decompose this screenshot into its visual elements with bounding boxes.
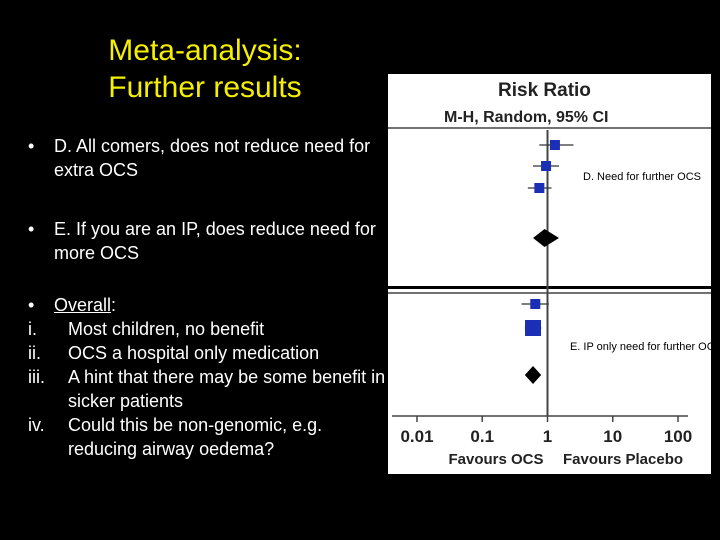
- study-marker: [534, 183, 545, 193]
- chart-subtitle: M-H, Random, 95% CI: [444, 109, 608, 126]
- bullet-dot: •: [28, 295, 35, 315]
- bullet-dot: •: [28, 219, 35, 239]
- point-text: OCS a hospital only medication: [68, 343, 320, 363]
- forest-plot: Risk Ratio M-H, Random, 95% CI D. Need f…: [388, 74, 720, 474]
- pooled-diamond: [524, 366, 542, 384]
- forest-plot-svg: Risk Ratio M-H, Random, 95% CI D. Need f…: [388, 74, 720, 474]
- study-marker: [549, 140, 560, 150]
- point-ii: ii. OCS a hospital only medication: [28, 341, 388, 365]
- point-text: Could this be non-genomic, e.g. reducing…: [68, 415, 323, 459]
- favours-right-label: Favours Placebo: [563, 451, 683, 468]
- point-iii: iii. A hint that there may be some benef…: [28, 365, 388, 413]
- point-text: Most children, no benefit: [68, 319, 265, 339]
- x-tick-label: 10: [603, 427, 622, 446]
- title-line-2: Further results: [108, 71, 302, 104]
- panel-e-label: E. IP only need for further OCS: [570, 341, 711, 353]
- x-tick-label: 0.01: [400, 427, 433, 446]
- study-marker: [530, 299, 541, 309]
- bullet-list: • D. All comers, does not reduce need fo…: [28, 134, 388, 461]
- study-marker: [525, 320, 542, 336]
- bullet-d-text: D. All comers, does not reduce need for …: [54, 136, 371, 180]
- point-number: ii.: [28, 343, 41, 363]
- x-tick-label: 100: [664, 427, 692, 446]
- panel-e-background: [388, 289, 711, 474]
- favours-left-label: Favours OCS: [448, 451, 543, 468]
- bullet-e: • E. If you are an IP, does reduce need …: [28, 217, 388, 265]
- overall-colon: :: [111, 295, 117, 315]
- bullet-d: • D. All comers, does not reduce need fo…: [28, 134, 388, 182]
- pooled-diamond: [533, 229, 559, 247]
- panel-d-label: D. Need for further OCS: [583, 171, 701, 183]
- point-text: A hint that there may be some benefit in…: [68, 367, 386, 411]
- overall-label: Overall: [54, 295, 112, 315]
- bullet-e-text: E. If you are an IP, does reduce need fo…: [54, 219, 376, 263]
- x-tick-label: 1: [543, 427, 552, 446]
- bullet-overall: • Overall:: [28, 293, 388, 317]
- slide-title: Meta-analysis: Further results: [40, 32, 370, 106]
- study-marker: [541, 161, 552, 171]
- x-tick-label: 0.1: [470, 427, 494, 446]
- chart-title: Risk Ratio: [498, 80, 591, 101]
- bullet-dot: •: [28, 136, 35, 156]
- point-i: i. Most children, no benefit: [28, 317, 388, 341]
- point-iv: iv. Could this be non-genomic, e.g. redu…: [28, 413, 388, 461]
- point-number: iv.: [28, 415, 45, 435]
- title-line-1: Meta-analysis:: [108, 34, 302, 67]
- point-number: iii.: [28, 367, 45, 387]
- panel-d-background: [388, 74, 711, 286]
- point-number: i.: [28, 319, 37, 339]
